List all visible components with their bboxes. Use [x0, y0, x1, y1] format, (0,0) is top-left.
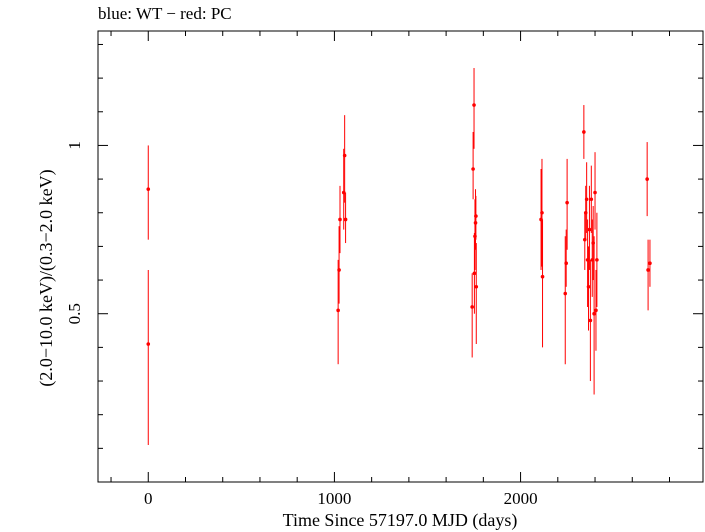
data-marker: [582, 130, 586, 134]
data-marker: [594, 308, 598, 313]
data-point: [146, 269, 151, 445]
data-marker: [338, 217, 342, 222]
data-layer: [146, 68, 652, 445]
data-point: [337, 226, 341, 304]
data-marker: [646, 268, 650, 272]
data-point: [648, 239, 652, 287]
data-marker: [472, 271, 477, 276]
data-marker: [589, 197, 594, 202]
y-tick-label: 0.5: [65, 303, 84, 324]
data-point: [645, 142, 649, 217]
data-point: [582, 105, 586, 159]
data-marker: [472, 103, 476, 107]
data-point: [336, 259, 340, 365]
data-point: [588, 259, 593, 382]
chart-title: blue: WT − red: PC: [98, 4, 232, 23]
data-marker: [471, 167, 475, 171]
data-point: [472, 68, 476, 149]
data-point: [474, 195, 478, 240]
data-marker: [592, 311, 596, 316]
data-point: [594, 269, 598, 351]
data-point: [146, 145, 151, 240]
data-marker: [588, 318, 593, 323]
data-point: [586, 246, 591, 331]
data-marker: [564, 261, 568, 266]
data-marker: [337, 268, 341, 272]
data-point: [565, 158, 569, 250]
data-marker: [146, 342, 151, 346]
data-point: [564, 229, 568, 287]
y-tick-label: 1: [65, 141, 84, 150]
data-marker: [595, 258, 599, 262]
x-tick-label: 2000: [504, 489, 538, 508]
data-point: [343, 192, 348, 244]
data-marker: [474, 284, 479, 289]
data-marker: [540, 210, 544, 215]
data-point: [587, 185, 592, 270]
data-point: [563, 236, 568, 365]
data-point: [595, 212, 599, 307]
data-marker: [565, 200, 569, 205]
data-point: [342, 115, 347, 203]
data-point: [584, 162, 589, 233]
data-marker: [648, 261, 652, 266]
data-marker: [336, 308, 340, 313]
y-axis-label: (2.0−10.0 keV)/(0.3−2.0 keV): [36, 169, 57, 386]
data-point: [593, 152, 597, 230]
data-point: [592, 236, 596, 395]
data-point: [470, 273, 474, 358]
data-point: [474, 243, 479, 345]
data-marker: [474, 214, 478, 218]
data-marker: [563, 291, 568, 296]
data-point: [338, 185, 342, 254]
data-marker: [584, 197, 589, 202]
data-point: [589, 165, 594, 233]
data-marker: [540, 274, 545, 279]
x-tick-label: 0: [144, 489, 153, 508]
axes-layer: 0 1000 2000 0.5 1: [65, 30, 704, 508]
data-marker: [593, 190, 597, 195]
x-tick-label: 1000: [317, 489, 351, 508]
plot-frame: [97, 30, 704, 483]
data-marker: [587, 227, 592, 232]
data-marker: [586, 284, 591, 289]
data-marker: [645, 177, 649, 181]
data-point: [540, 219, 545, 348]
x-axis-label: Time Since 57197.0 MJD (days): [283, 510, 518, 531]
data-point: [646, 239, 650, 311]
data-marker: [470, 305, 474, 309]
data-marker: [343, 217, 348, 222]
data-marker: [146, 187, 151, 191]
data-point: [472, 232, 477, 314]
data-point: [471, 131, 475, 200]
data-marker: [342, 153, 347, 158]
data-point: [540, 158, 544, 267]
